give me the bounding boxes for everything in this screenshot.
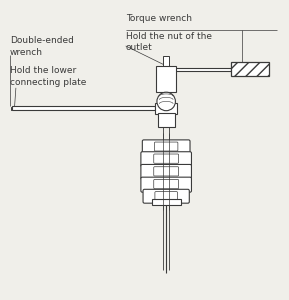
FancyBboxPatch shape [154,154,179,163]
Circle shape [157,92,175,111]
FancyBboxPatch shape [141,164,191,179]
Bar [231,62,269,76]
Bar [155,103,177,114]
Bar [163,100,170,103]
Text: Hold the nut of the
outlet: Hold the nut of the outlet [126,32,212,52]
Text: Torque wrench: Torque wrench [126,14,192,23]
Bar [163,56,169,66]
Bar [12,106,155,110]
Bar [152,199,181,205]
FancyBboxPatch shape [142,140,190,154]
FancyBboxPatch shape [154,167,179,176]
FancyBboxPatch shape [154,142,178,151]
Bar [158,113,175,127]
FancyBboxPatch shape [155,192,177,200]
FancyBboxPatch shape [141,177,191,192]
FancyBboxPatch shape [141,152,191,167]
Bar [173,68,231,71]
FancyBboxPatch shape [143,189,189,203]
Text: Hold the lower
connecting plate: Hold the lower connecting plate [10,66,86,87]
Bar [156,66,176,92]
Bar [11,107,12,110]
FancyBboxPatch shape [154,179,179,189]
Text: Double-ended
wrench: Double-ended wrench [10,36,74,57]
